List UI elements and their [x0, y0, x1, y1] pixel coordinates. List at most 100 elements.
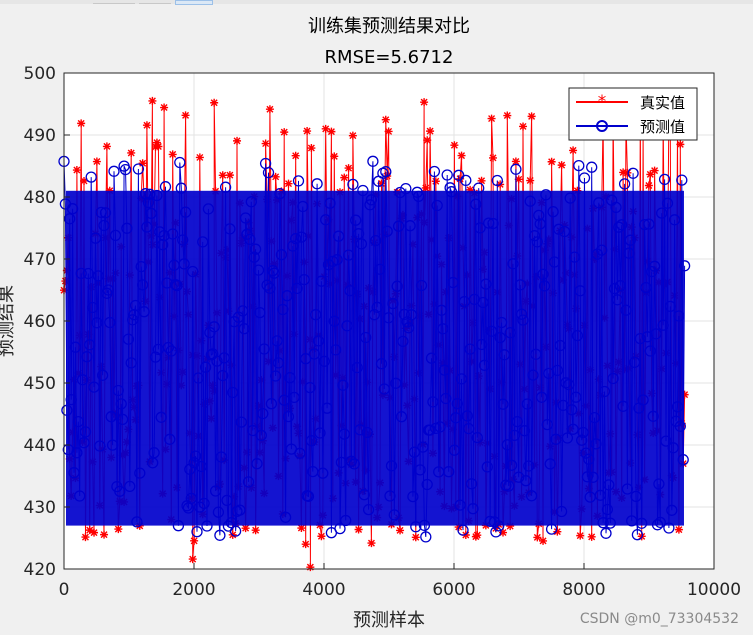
- true-value-point: [511, 157, 520, 166]
- true-value-point: [557, 161, 566, 170]
- x-tick-label: 10000: [687, 580, 741, 600]
- true-value-point: [381, 115, 390, 124]
- predicted-value-point: [490, 526, 502, 538]
- true-value-point: [327, 127, 336, 136]
- predicted-value-point: [262, 166, 275, 179]
- predicted-value-point: [510, 163, 522, 175]
- watermark: CSDN @m0_73304532: [579, 611, 739, 627]
- predicted-value-point: [676, 174, 688, 186]
- true-value-point: [676, 140, 685, 149]
- predicted-value-point: [573, 159, 585, 172]
- true-value-point: [81, 533, 90, 542]
- true-value-point: [431, 177, 440, 186]
- true-value-point: [181, 111, 190, 120]
- y-tick-label: 490: [24, 126, 56, 146]
- true-value-point: [646, 170, 655, 179]
- toolbar-strip: [0, 0, 753, 5]
- true-value-point: [138, 159, 147, 168]
- chart-subtitle: RMSE=5.6712: [325, 47, 454, 68]
- true-value-point: [168, 150, 177, 159]
- predicted-value-point: [174, 156, 186, 169]
- true-value-point: [473, 531, 482, 540]
- true-value-point: [420, 98, 429, 107]
- predicted-value-point: [491, 174, 503, 187]
- y-tick-label: 440: [24, 436, 56, 456]
- predicted-value-point: [191, 526, 203, 538]
- true-value-point: [188, 555, 197, 564]
- true-value-point: [340, 173, 349, 182]
- y-tick-label: 420: [24, 560, 56, 580]
- axis-ticks: 0 2000 4000 6000 8000 10000 420 430 440 450 460 470…: [24, 64, 742, 600]
- true-value-point: [218, 171, 227, 180]
- true-value-point: [489, 153, 497, 162]
- true-value-point: [291, 151, 300, 160]
- toolbar-tab[interactable]: [139, 0, 171, 4]
- true-value-point: [210, 98, 219, 107]
- true-value-point: [487, 114, 496, 123]
- true-value-point: [680, 390, 689, 399]
- true-value-point: [301, 540, 310, 549]
- true-value-point: [271, 172, 280, 181]
- x-tick-label: 2000: [172, 580, 215, 600]
- x-tick-label: 4000: [302, 580, 345, 600]
- true-value-point: [225, 171, 234, 180]
- true-value-point: [461, 530, 470, 539]
- true-value-point: [105, 186, 114, 195]
- true-value-point: [321, 124, 330, 133]
- legend-box: [568, 87, 698, 141]
- y-tick-label: 450: [24, 374, 56, 394]
- chart-title: 训练集预测结果对比: [308, 16, 470, 37]
- true-value-point: [344, 164, 353, 173]
- true-value-point: [539, 536, 548, 545]
- true-value-point: [573, 186, 582, 195]
- predicted-value-point: [441, 169, 453, 181]
- true-value-point: [72, 166, 81, 175]
- true-value-point: [303, 127, 312, 136]
- predicted-value-point: [627, 167, 639, 179]
- true-value-point: [233, 136, 242, 145]
- legend-marker-circle: [596, 120, 608, 132]
- true-value-point: [61, 277, 70, 286]
- true-value-point: [85, 526, 94, 535]
- true-value-point: [367, 539, 376, 548]
- true-value-point: [623, 168, 632, 177]
- true-value-point: [377, 179, 386, 188]
- true-value-point: [148, 96, 157, 105]
- predicted-value-point: [380, 166, 392, 178]
- true-value-point: [195, 153, 204, 162]
- true-value-point: [152, 138, 161, 147]
- true-value-point: [384, 127, 393, 136]
- true-value-point: [457, 151, 466, 160]
- true-value-point: [127, 148, 136, 157]
- true-value-point: [619, 168, 628, 177]
- true-value-point: [519, 122, 528, 131]
- true-value-point: [354, 525, 363, 534]
- y-axis-label: 预测结果: [0, 285, 17, 357]
- x-axis-label: 预测样本: [353, 610, 425, 631]
- true-value-point: [142, 121, 151, 130]
- true-value-point: [553, 527, 562, 536]
- true-value-point: [80, 176, 89, 185]
- predicted-value-point: [347, 178, 359, 191]
- true-value-point: [330, 152, 339, 161]
- toolbar-tab[interactable]: [93, 0, 135, 4]
- true-value-point: [674, 525, 683, 534]
- predicted-value-point: [658, 173, 671, 186]
- true-value-point: [77, 119, 86, 128]
- true-value-point: [466, 185, 475, 194]
- true-value-point: [477, 176, 486, 185]
- toolbar-tab-active[interactable]: [175, 0, 213, 5]
- true-value-point: [506, 522, 515, 531]
- true-value-point: [348, 131, 357, 140]
- true-value-point: [450, 141, 459, 150]
- true-value-point: [160, 103, 169, 112]
- true-value-point: [421, 183, 430, 192]
- legend-label-series-2: 预测值: [640, 118, 685, 136]
- predicted-value-point: [119, 163, 132, 176]
- legend: * 真实值 预测值: [568, 87, 698, 141]
- predicted-value-point: [367, 155, 379, 167]
- predicted-value-point: [428, 165, 441, 178]
- true-value-point: [317, 532, 326, 541]
- true-value-point: [411, 533, 420, 542]
